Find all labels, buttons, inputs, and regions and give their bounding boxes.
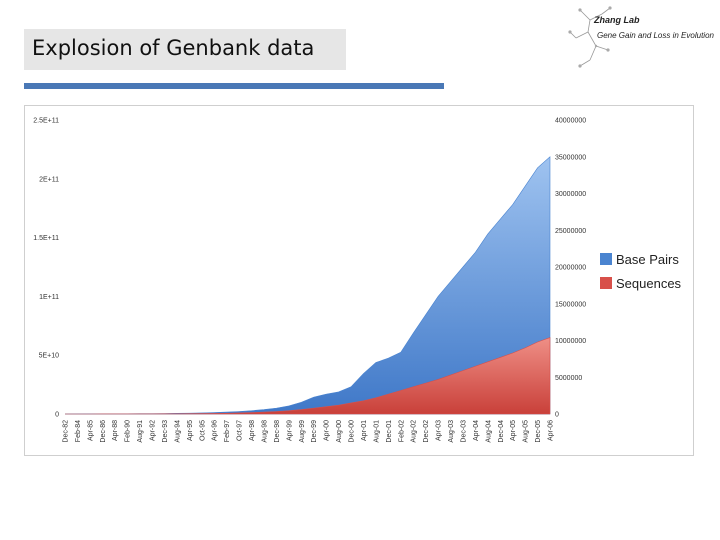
left-axis-tick-label: 5E+10: [39, 353, 60, 360]
right-axis-tick-label: 25000000: [555, 228, 586, 235]
title-underline: [24, 83, 444, 89]
x-axis-tick-label: Aug-00: [336, 420, 343, 443]
right-axis-tick-label: 0: [555, 412, 559, 419]
x-axis-tick-label: Aug-94: [174, 420, 181, 443]
x-axis-tick-label: Apr-04: [473, 420, 480, 441]
x-axis-tick-label: Apr-95: [187, 420, 194, 441]
x-axis-tick-label: Aug-05: [523, 420, 530, 443]
x-axis-tick-label: Aug-02: [411, 420, 418, 443]
legend-label: Base Pairs: [616, 252, 679, 267]
x-axis-tick-label: Feb-84: [75, 420, 82, 442]
x-axis-tick-label: Apr-85: [87, 420, 94, 441]
x-axis-tick-label: Apr-05: [510, 420, 517, 441]
x-axis-tick-label: Feb-90: [125, 420, 132, 442]
x-axis-tick-label: Dec-05: [535, 420, 542, 443]
right-axis-tick-label: 15000000: [555, 301, 586, 308]
x-axis-tick-label: Apr-99: [286, 420, 293, 441]
logo-tree-icon: [568, 6, 612, 68]
left-axis-tick-label: 2E+11: [39, 176, 59, 183]
x-axis-tick-label: Apr-06: [548, 420, 555, 441]
right-axis-tick-label: 20000000: [555, 265, 586, 272]
x-axis-tick-label: Dec-93: [162, 420, 169, 443]
x-axis-tick-label: Dec-99: [311, 420, 318, 443]
right-axis-tick-label: 30000000: [555, 191, 586, 198]
logo-subtitle: Gene Gain and Loss in Evolution: [597, 31, 714, 40]
x-axis-tick-label: Aug-01: [373, 420, 380, 443]
x-axis-tick-label: Dec-04: [498, 420, 505, 443]
legend-label: Sequences: [616, 276, 682, 291]
left-axis-tick-label: 1E+11: [39, 294, 59, 301]
right-axis-tick-label: 35000000: [555, 154, 586, 161]
x-axis-tick-label: Apr-01: [361, 420, 368, 441]
x-axis-tick-label: Apr-92: [150, 420, 157, 441]
x-axis-tick-label: Dec-82: [63, 420, 70, 443]
x-axis-tick-label: Dec-86: [100, 420, 107, 443]
legend-swatch: [600, 253, 612, 265]
x-axis-tick-label: Dec-01: [386, 420, 393, 443]
x-axis-tick-label: Dec-03: [460, 420, 467, 443]
x-axis-tick-label: Apr-96: [212, 420, 219, 441]
area-sequences: [64, 337, 551, 415]
left-axis-tick-label: 2.5E+11: [33, 118, 59, 125]
genbank-area-chart: 0 5E+10 1E+11 1.5E+11 2E+11 2.5E+11 0 5000000 10…: [33, 118, 682, 443]
x-axis-tick-label: Aug-99: [299, 420, 306, 443]
x-axis-tick-label: Aug-04: [485, 420, 492, 443]
x-axis-tick-label: Aug-03: [448, 420, 455, 443]
right-axis-tick-label: 5000000: [555, 375, 582, 382]
x-axis-tick-label: Dec-02: [423, 420, 430, 443]
chart-frame: 0 5E+10 1E+11 1.5E+11 2E+11 2.5E+11 0 5000000 10…: [24, 105, 694, 456]
x-axis-tick-label: Aug-98: [261, 420, 268, 443]
x-axis-tick-label: Apr-00: [324, 420, 331, 441]
x-axis-tick-label: Apr-03: [436, 420, 443, 441]
x-axis-tick-label: Dec-98: [274, 420, 281, 443]
x-axis-tick-label: Aug-91: [137, 420, 144, 443]
left-axis-tick-label: 0: [55, 412, 59, 419]
slide-title: Explosion of Genbank data: [32, 36, 315, 60]
left-axis-tick-label: 1.5E+11: [33, 235, 59, 242]
x-axis-tick-label: Feb-02: [398, 420, 405, 442]
x-axis-tick-label: Feb-97: [224, 420, 231, 442]
right-axis-tick-label: 10000000: [555, 338, 586, 345]
slide-title-box: Explosion of Genbank data: [24, 29, 346, 70]
x-axis-tick-label: Oct-95: [199, 420, 206, 441]
legend-swatch: [600, 277, 612, 289]
logo-title: Zhang Lab: [594, 15, 640, 25]
x-axis-tick-label: Apr-88: [112, 420, 119, 441]
x-axis-tick-label: Oct-97: [237, 420, 244, 441]
right-axis-tick-label: 40000000: [555, 118, 586, 125]
x-axis-tick-label: Apr-98: [249, 420, 256, 441]
x-axis-tick-label: Dec-00: [349, 420, 356, 443]
